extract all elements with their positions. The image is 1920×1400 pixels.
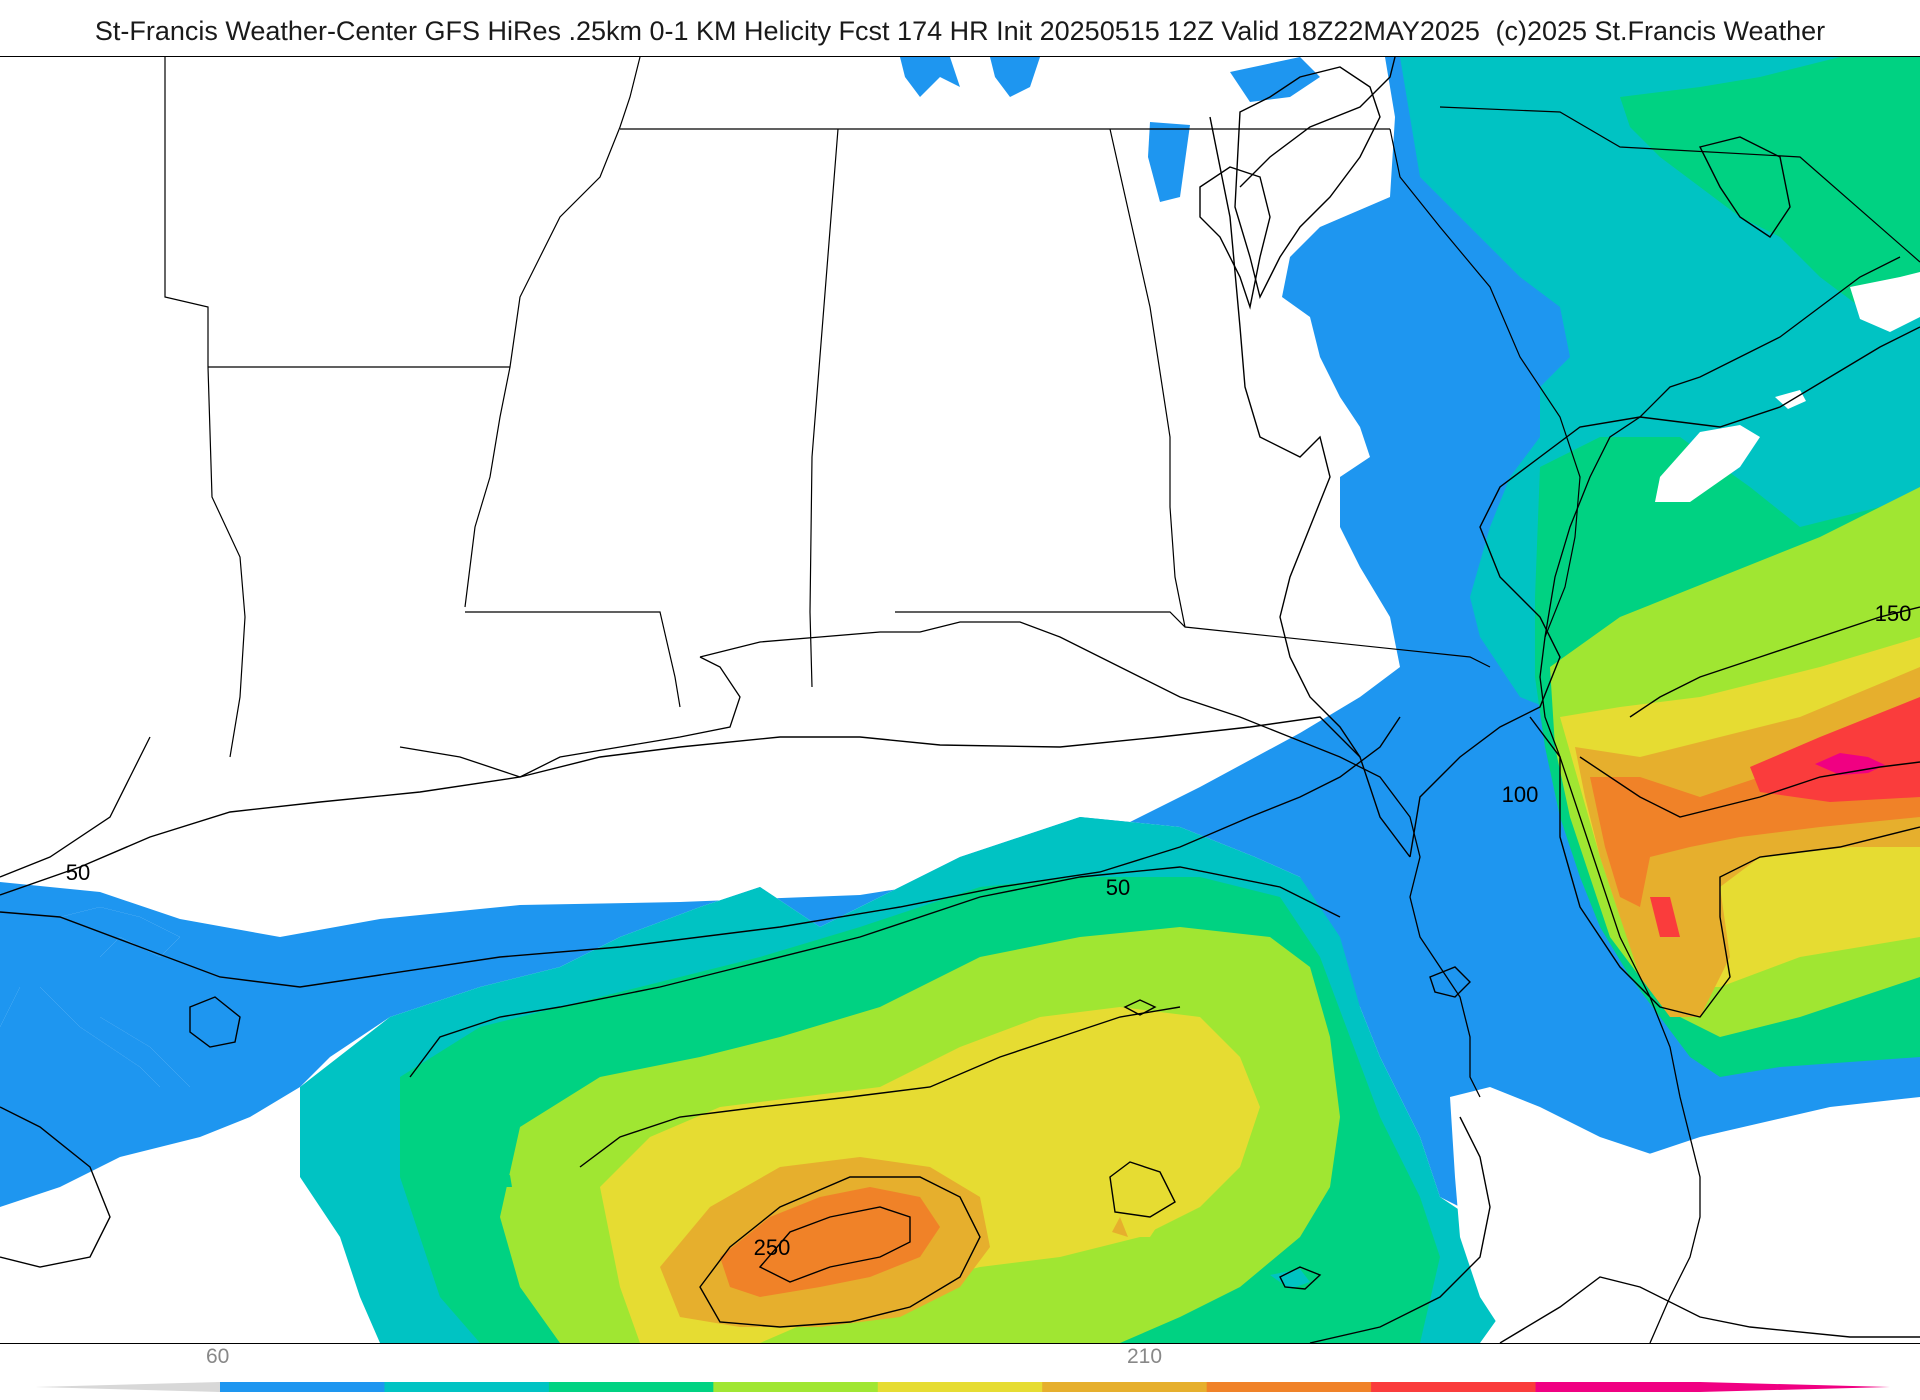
legend-swatch-1	[220, 1382, 385, 1392]
contour-lines	[0, 57, 1920, 1343]
contour-150-gulf	[579, 1006, 1181, 1168]
florida-east-coast	[1539, 636, 1701, 1343]
color-legend	[35, 1382, 1890, 1392]
legend-tick-60: 60	[206, 1345, 230, 1368]
helicity-map: 50 50 100 150 250	[0, 56, 1920, 1344]
contour-250-gulf	[699, 1176, 981, 1328]
contour-50-west	[0, 716, 1411, 896]
contour-100-north	[1698, 136, 1791, 238]
title-main: St-Francis Weather-Center GFS HiRes .25k…	[94, 16, 1480, 46]
legend-swatch-6	[1042, 1382, 1208, 1392]
contour-150-east	[1629, 606, 1920, 718]
alabama-georgia-line	[1109, 128, 1186, 628]
gulf-yellow-patch	[1095, 1167, 1170, 1237]
north-green-band	[1620, 57, 1920, 317]
contour-50-ga	[1199, 166, 1271, 310]
gulf-orange-region	[720, 1187, 940, 1297]
contour-small-loop-5	[1429, 966, 1471, 998]
north-blue-patch-4	[1230, 57, 1320, 102]
louisiana-coast	[399, 656, 741, 778]
atlantic-coast	[1544, 256, 1901, 638]
florida-south-land	[1450, 1087, 1700, 1343]
contour-label-west-50: 50	[66, 860, 90, 885]
atlantic-helicity-field	[0, 57, 1920, 1237]
legend-swatch-3	[548, 1382, 714, 1392]
atlantic-yellow-patch	[1795, 872, 1835, 887]
mississippi-river	[464, 57, 641, 608]
gulf-helicity-field	[0, 817, 1520, 1343]
texas-louisiana-line	[207, 366, 246, 758]
contour-south-east-arc	[1309, 1116, 1491, 1343]
georgia-sc-line	[1389, 128, 1581, 638]
gulf-coast-central	[699, 621, 1481, 1098]
contour-50-gulf	[0, 716, 1401, 988]
contour-50-ne	[1234, 66, 1381, 300]
texas-coast	[0, 736, 151, 878]
contour-100-atlantic	[1409, 326, 1920, 858]
contour-150-atlantic	[1529, 716, 1920, 1018]
contour-label-group: 50 50 100 150 250	[66, 601, 1912, 1260]
coastline	[0, 256, 1901, 1343]
legend-taper-left	[35, 1382, 220, 1392]
gulf-gold-patch	[1112, 1217, 1128, 1237]
louisiana-mississippi-line	[465, 611, 681, 708]
alabama-florida-line	[895, 611, 1491, 668]
contour-100-gulf	[409, 866, 1341, 1078]
legend-swatch-9	[1535, 1382, 1701, 1392]
white-hole-1	[1655, 425, 1760, 502]
gulf-green-patch	[495, 1175, 512, 1187]
north-blue-patch-3	[1148, 122, 1190, 202]
nc-sc-line	[1439, 106, 1920, 263]
contour-50-inland-long	[1209, 116, 1361, 758]
contour-label-250: 250	[754, 1235, 791, 1260]
legend-taper-right	[1700, 1382, 1890, 1392]
contour-south-far	[1499, 1276, 1920, 1343]
contour-south-west	[0, 1106, 111, 1268]
contour-small-loop-4	[1123, 999, 1157, 1016]
legend-swatch-5	[877, 1382, 1043, 1392]
florida-southeast-white	[1680, 1187, 1920, 1343]
contour-50-inland-loop	[1239, 57, 1396, 188]
title-copyright: (c)2025 St.Francis Weather	[1495, 16, 1826, 46]
legend-tick-210: 210	[1127, 1345, 1163, 1368]
legend-swatch-2	[384, 1382, 550, 1392]
contour-200-atlantic	[1579, 756, 1920, 818]
atlantic-red-region	[1750, 697, 1920, 802]
florida-peninsula	[1450, 1087, 1920, 1343]
political-boundaries	[164, 57, 1920, 758]
legend-swatch-8	[1371, 1382, 1537, 1392]
contour-small-loop-3	[189, 996, 241, 1048]
contour-label-central-50: 50	[1106, 875, 1130, 900]
contour-300-gulf	[758, 1206, 911, 1283]
atlantic-red-patch	[1650, 897, 1680, 937]
contour-label-150: 150	[1875, 601, 1912, 626]
gulf-blue-region	[0, 907, 190, 1087]
legend-swatch-7	[1206, 1382, 1372, 1392]
legend-bar	[35, 1382, 1890, 1392]
north-blue-patch-2	[990, 57, 1040, 97]
white-hole-3	[1775, 390, 1806, 409]
contour-label-100: 100	[1502, 782, 1539, 807]
legend-swatch-4	[713, 1382, 879, 1392]
contour-small-loop-2	[1279, 1266, 1322, 1290]
mississippi-alabama-line	[809, 128, 839, 688]
map-title: St-Francis Weather-Center GFS HiRes .25k…	[0, 16, 1920, 47]
atlantic-blue-region	[0, 57, 1920, 1237]
gulf-teal-patch	[1270, 1269, 1310, 1289]
map-canvas: 50 50 100 150 250	[0, 57, 1920, 1343]
white-hole-2	[1850, 272, 1920, 332]
north-blue-patch	[900, 57, 960, 97]
contour-small-loop-1	[1109, 1161, 1176, 1218]
texas-arkansas-line	[164, 57, 209, 367]
